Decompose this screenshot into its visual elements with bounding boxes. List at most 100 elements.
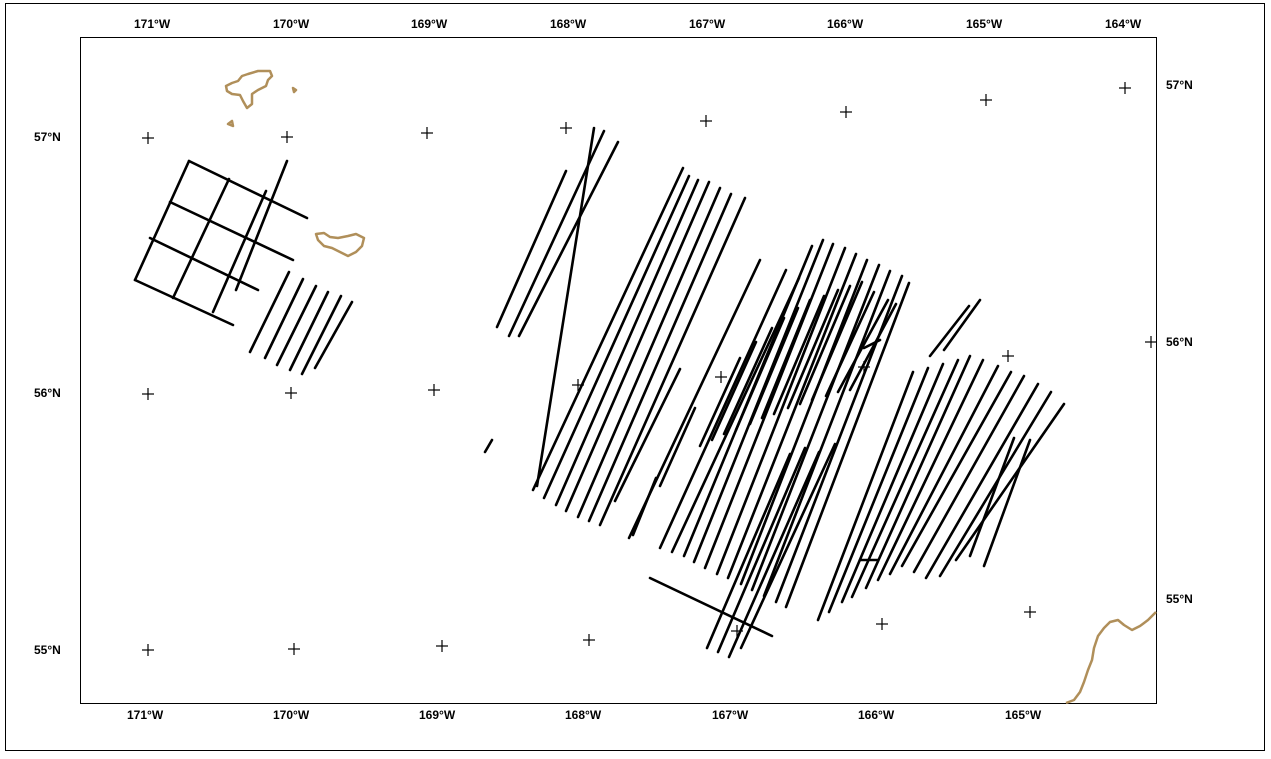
graticule-cross	[876, 618, 888, 630]
lon-tick-top: 170°W	[273, 17, 310, 31]
trackline	[613, 367, 682, 503]
graticule-cross	[436, 640, 448, 652]
trackline	[263, 277, 305, 360]
lon-tick-top: 171°W	[134, 17, 171, 31]
trackline	[739, 442, 837, 650]
lon-tick-bottom: 171°W	[127, 708, 164, 722]
coastline-segment	[314, 231, 366, 258]
graticule-cross	[700, 115, 712, 127]
lon-tick-bottom: 165°W	[1005, 708, 1042, 722]
lat-tick-right: 55°N	[1166, 592, 1193, 606]
trackline	[968, 436, 1016, 558]
coastline-segment	[226, 119, 235, 128]
survey-tracklines	[133, 126, 1066, 659]
graticule-cross	[428, 384, 440, 396]
lon-tick-top: 167°W	[689, 17, 726, 31]
trackline	[836, 298, 890, 394]
trackline	[300, 294, 343, 376]
lon-tick-top: 164°W	[1105, 17, 1142, 31]
lat-tick-right: 57°N	[1166, 78, 1193, 92]
lon-tick-top: 169°W	[411, 17, 448, 31]
trackline	[703, 242, 835, 570]
trackline	[598, 196, 747, 527]
lat-tick-right: 56°N	[1166, 335, 1193, 349]
graticule-cross	[731, 625, 743, 637]
lon-tick-bottom: 170°W	[273, 708, 310, 722]
lon-tick-bottom: 166°W	[858, 708, 895, 722]
lon-tick-bottom: 168°W	[565, 708, 602, 722]
lat-tick-left: 56°N	[34, 386, 61, 400]
graticule-cross	[583, 634, 595, 646]
map-frame	[80, 37, 1157, 704]
trackline	[750, 263, 881, 592]
trackline	[133, 159, 191, 282]
trackline	[554, 178, 700, 507]
trackline	[739, 258, 869, 586]
trackline	[248, 270, 291, 354]
trackline	[171, 177, 231, 300]
trackline	[848, 302, 898, 392]
graticule-cross	[980, 94, 992, 106]
trackline	[862, 338, 882, 350]
trackline	[816, 370, 915, 622]
trackline	[710, 340, 758, 442]
trackline	[535, 126, 596, 488]
graticule-cross	[288, 643, 300, 655]
trackline	[670, 276, 801, 554]
trackline	[864, 354, 972, 590]
trackline	[168, 200, 295, 262]
trackline	[211, 189, 268, 314]
trackline	[876, 358, 985, 582]
coastline-segment	[291, 86, 298, 94]
trackline	[762, 269, 892, 598]
graticule-cross	[421, 127, 433, 139]
graticule-cross	[1002, 350, 1014, 362]
trackline	[648, 576, 774, 638]
trackline	[587, 192, 733, 523]
figure-border	[5, 3, 1265, 751]
trackline	[810, 280, 864, 402]
trackline	[784, 281, 911, 609]
trackline	[722, 326, 774, 436]
graticule-cross	[1024, 606, 1036, 618]
trackline	[531, 166, 685, 492]
trackline	[133, 278, 235, 327]
trackline	[924, 382, 1040, 580]
trackline	[542, 174, 691, 500]
graticule-cross	[560, 122, 572, 134]
lon-tick-top: 168°W	[550, 17, 587, 31]
trackline	[760, 298, 812, 420]
trackline	[726, 252, 858, 580]
trackline	[748, 306, 800, 426]
trackline	[900, 370, 1013, 568]
graticule-cross	[281, 131, 293, 143]
trackline	[824, 290, 876, 398]
trackline	[288, 290, 330, 372]
trackline	[774, 274, 904, 604]
trackline	[698, 356, 742, 448]
lon-tick-top: 166°W	[827, 17, 864, 31]
trackline	[576, 186, 722, 519]
trackline	[148, 236, 260, 292]
coastline-segment	[1065, 611, 1157, 705]
trackline	[658, 406, 697, 488]
trackline	[827, 366, 930, 614]
trackline	[564, 180, 711, 513]
graticule-cross	[715, 371, 727, 383]
trackline	[840, 362, 945, 604]
graticule-cross	[1145, 336, 1157, 348]
lat-tick-left: 55°N	[34, 643, 61, 657]
trackline	[234, 159, 289, 292]
trackline	[942, 298, 982, 352]
graticule-cross	[1119, 82, 1131, 94]
graticule-cross	[840, 106, 852, 118]
graticule-crosses	[142, 82, 1157, 656]
trackline	[483, 438, 494, 454]
graticule-cross	[142, 132, 154, 144]
trackline	[495, 169, 568, 329]
trackline	[313, 300, 354, 370]
lon-tick-top: 165°W	[966, 17, 1003, 31]
graticule-cross	[285, 387, 297, 399]
graticule-cross	[858, 361, 870, 373]
